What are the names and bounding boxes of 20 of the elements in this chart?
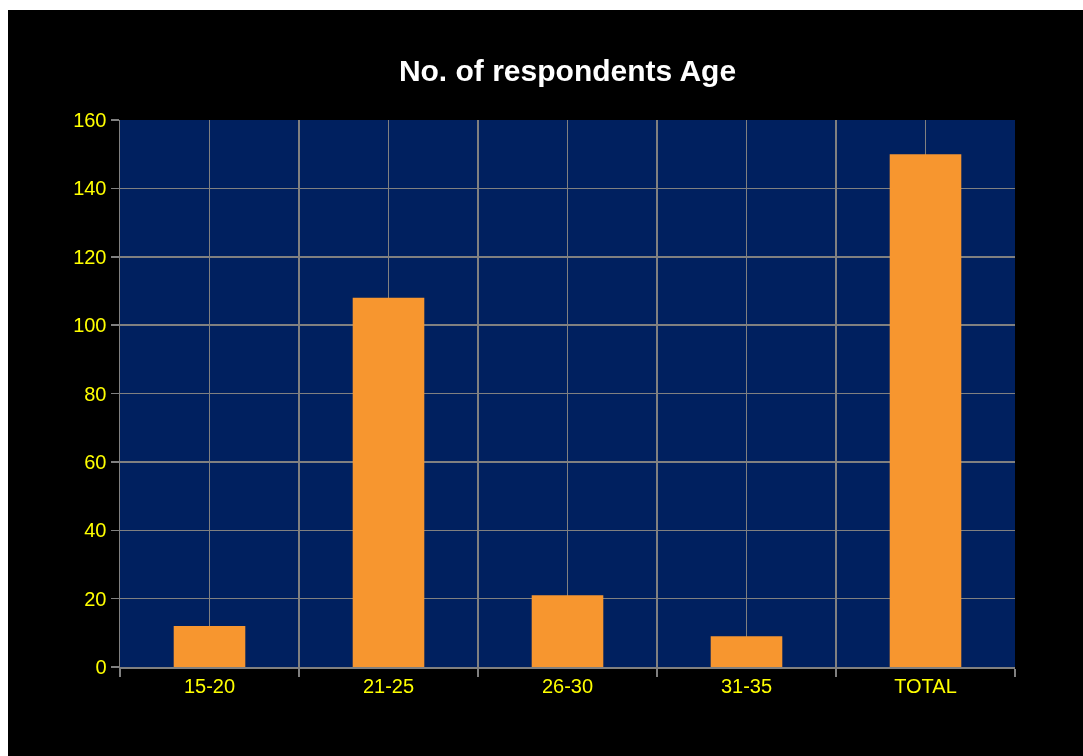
y-tick-label: 20	[84, 587, 107, 610]
bar	[889, 154, 962, 667]
y-tick-label: 100	[73, 314, 107, 337]
bar	[173, 625, 246, 667]
chart-title: No. of respondents Age	[398, 53, 737, 87]
y-tick-label: 0	[95, 656, 107, 678]
y-tick-label: 60	[84, 450, 107, 473]
y-tick-label: 80	[84, 382, 107, 405]
y-tick-label: 160	[73, 109, 107, 131]
bar	[531, 595, 604, 667]
bar	[352, 297, 425, 667]
y-tick-label: 140	[73, 177, 107, 200]
y-tick-label: 120	[73, 245, 107, 268]
y-tick-label: 40	[84, 519, 107, 542]
bar	[710, 636, 783, 667]
x-tick-label: 26-30	[541, 674, 594, 697]
x-tick-label: 21-25	[362, 674, 415, 697]
x-tick-label: TOTAL	[894, 674, 957, 697]
x-tick-label: 31-35	[720, 674, 773, 697]
x-tick-label: 15-20	[183, 674, 236, 697]
